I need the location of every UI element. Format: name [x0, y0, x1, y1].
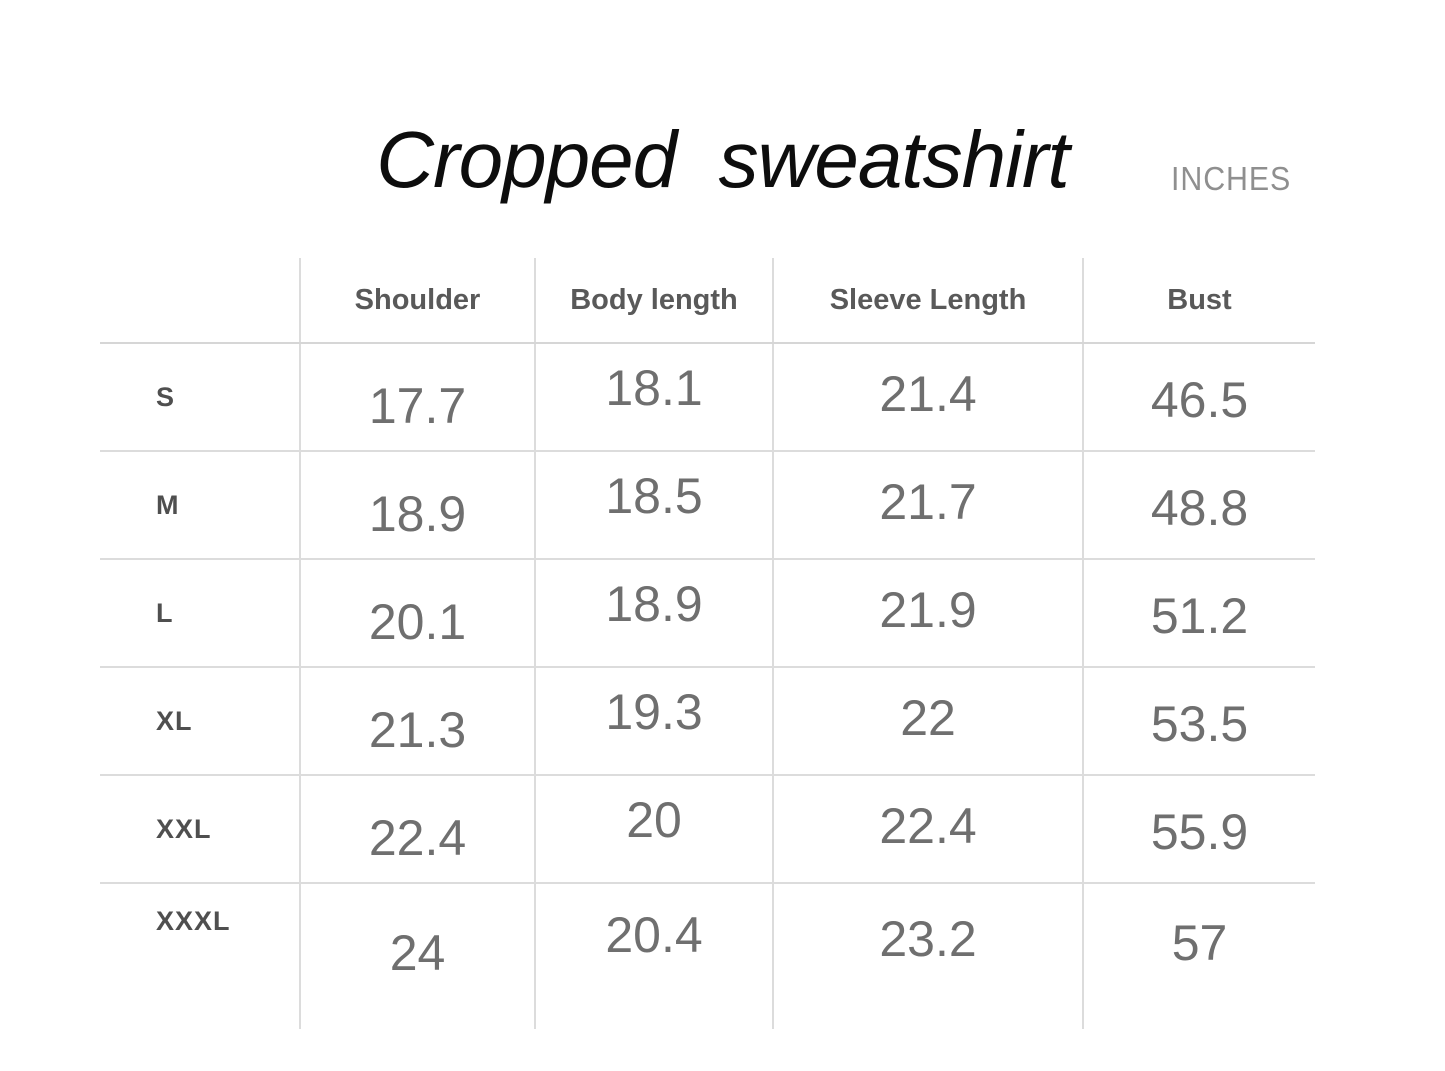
cell-bust: 48.8 — [1082, 451, 1315, 560]
cell-shoulder: 24 — [299, 883, 535, 1029]
cell-shoulder: 17.7 — [299, 343, 535, 452]
cell-bust: 53.5 — [1082, 667, 1315, 776]
size-label: XXXL — [156, 906, 231, 936]
table-row-xxxl: XXXL 24 20.4 23.2 57 — [100, 883, 1315, 1029]
cell-bust: 57 — [1082, 883, 1315, 1029]
header-size — [100, 258, 300, 344]
size-label: XXL — [100, 775, 300, 884]
cell-shoulder: 21.3 — [299, 667, 535, 776]
cell-sleeve-length: 23.2 — [772, 883, 1083, 1029]
cell-shoulder: 20.1 — [299, 559, 535, 668]
header-shoulder: Shoulder — [299, 258, 535, 344]
cell-bust: 46.5 — [1082, 343, 1315, 452]
header-bust: Bust — [1082, 258, 1315, 344]
cell-shoulder: 22.4 — [299, 775, 535, 884]
header-row: Shoulder Body length Sleeve Length Bust — [100, 258, 1315, 344]
size-label: XL — [100, 667, 300, 776]
cell-body-length: 18.1 — [534, 343, 773, 452]
cell-body-length: 20.4 — [534, 883, 773, 1029]
header-sleeve-length: Sleeve Length — [772, 258, 1083, 344]
size-label: L — [100, 559, 300, 668]
table-row-l: L 20.1 18.9 21.9 51.2 — [100, 559, 1315, 668]
table-row-m: M 18.9 18.5 21.7 48.8 — [100, 451, 1315, 560]
size-label: M — [100, 451, 300, 560]
cell-body-length: 19.3 — [534, 667, 773, 776]
cell-sleeve-length: 21.9 — [772, 559, 1083, 668]
cell-sleeve-length: 22.4 — [772, 775, 1083, 884]
header-body-length: Body length — [534, 258, 773, 344]
cell-shoulder: 18.9 — [299, 451, 535, 560]
cell-sleeve-length: 21.4 — [772, 343, 1083, 452]
cell-body-length: 18.5 — [534, 451, 773, 560]
cell-body-length: 20 — [534, 775, 773, 884]
cell-sleeve-length: 22 — [772, 667, 1083, 776]
page-title: Cropped sweatshirt — [376, 115, 1069, 204]
table-row-xxl: XXL 22.4 20 22.4 55.9 — [100, 775, 1315, 884]
table-row-s: S 17.7 18.1 21.4 46.5 — [100, 343, 1315, 452]
cell-bust: 51.2 — [1082, 559, 1315, 668]
size-table: Shoulder Body length Sleeve Length Bust … — [100, 258, 1315, 1029]
cell-body-length: 18.9 — [534, 559, 773, 668]
cell-bust: 55.9 — [1082, 775, 1315, 884]
size-label: S — [100, 343, 300, 452]
table-row-xl: XL 21.3 19.3 22 53.5 — [100, 667, 1315, 776]
unit-label: INCHES — [1171, 160, 1292, 197]
cell-sleeve-length: 21.7 — [772, 451, 1083, 560]
